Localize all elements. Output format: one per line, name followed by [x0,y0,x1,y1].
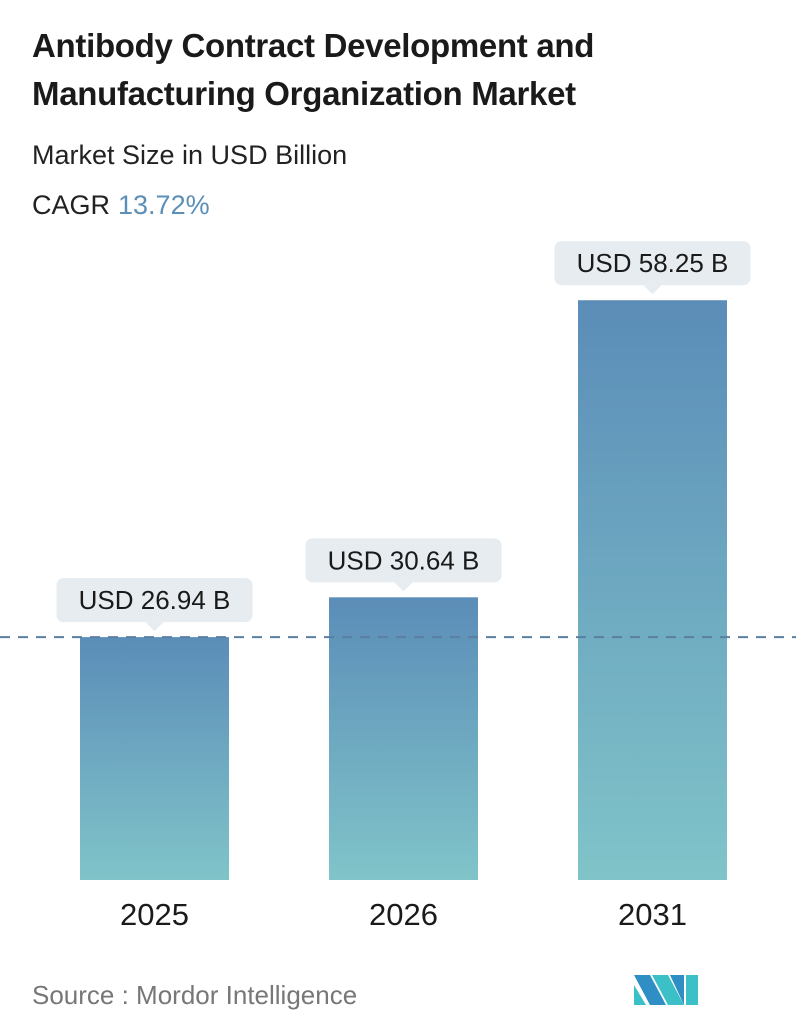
callout-pointer [394,582,413,592]
x-tick-label: 2026 [369,897,438,932]
data-label-callout [554,241,751,286]
cagr-value: 13.72% [118,190,210,220]
data-label: USD 30.64 B [328,545,480,575]
chart-subtitle: Market Size in USD Billion [32,140,348,170]
x-tick-label: 2031 [618,897,687,932]
data-label: USD 58.25 B [577,248,729,278]
x-tick-label: 2025 [120,897,189,932]
chart-title: Antibody Contract Development and Manufa… [32,27,595,112]
cagr: CAGR 13.72% [32,190,210,221]
data-label: USD 26.94 B [79,585,231,615]
callout-pointer [643,285,662,295]
bar-2026 [329,597,478,880]
bar-2025 [80,637,229,880]
callout-pointer [145,622,164,632]
data-label-callout [305,538,502,583]
cagr-label: CAGR [32,190,111,220]
bar-2031 [578,300,727,881]
data-label-callout [56,578,253,623]
source-text: Source : Mordor Intelligence [32,980,358,1010]
